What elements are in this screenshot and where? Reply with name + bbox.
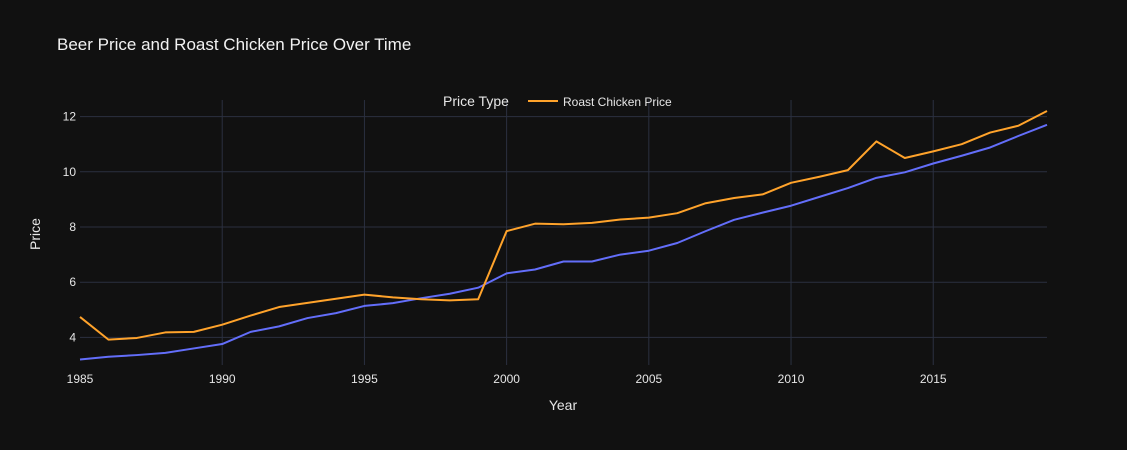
x-tick-label: 2005: [635, 372, 662, 386]
y-tick-label: 8: [69, 220, 76, 234]
legend-label-roast-chicken[interactable]: Roast Chicken Price: [563, 95, 672, 109]
y-axis-label: Price: [27, 218, 43, 250]
x-axis-label: Year: [549, 397, 578, 413]
x-tick-label: 1995: [351, 372, 378, 386]
roast-chicken-price-line[interactable]: [79, 110, 1048, 341]
y-tick-label: 12: [63, 110, 77, 124]
y-tick-label: 6: [69, 275, 76, 289]
x-tick-label: 2015: [920, 372, 947, 386]
axis-ticks: 1985 1990 1995 2000 2005 2010 2015 4 6 8 10 12: [63, 110, 947, 386]
legend[interactable]: Price Type Roast Chicken Price: [443, 93, 672, 109]
y-tick-label: 4: [69, 330, 76, 344]
x-tick-label: 2000: [493, 372, 520, 386]
x-tick-label: 2010: [778, 372, 805, 386]
x-tick-label: 1985: [67, 372, 94, 386]
grid: [80, 100, 1047, 365]
plot-area: [79, 110, 1048, 361]
x-tick-label: 1990: [209, 372, 236, 386]
beer-price-line[interactable]: [79, 123, 1048, 361]
chart-title: Beer Price and Roast Chicken Price Over …: [57, 35, 411, 54]
legend-title: Price Type: [443, 93, 509, 109]
y-tick-label: 10: [63, 165, 77, 179]
